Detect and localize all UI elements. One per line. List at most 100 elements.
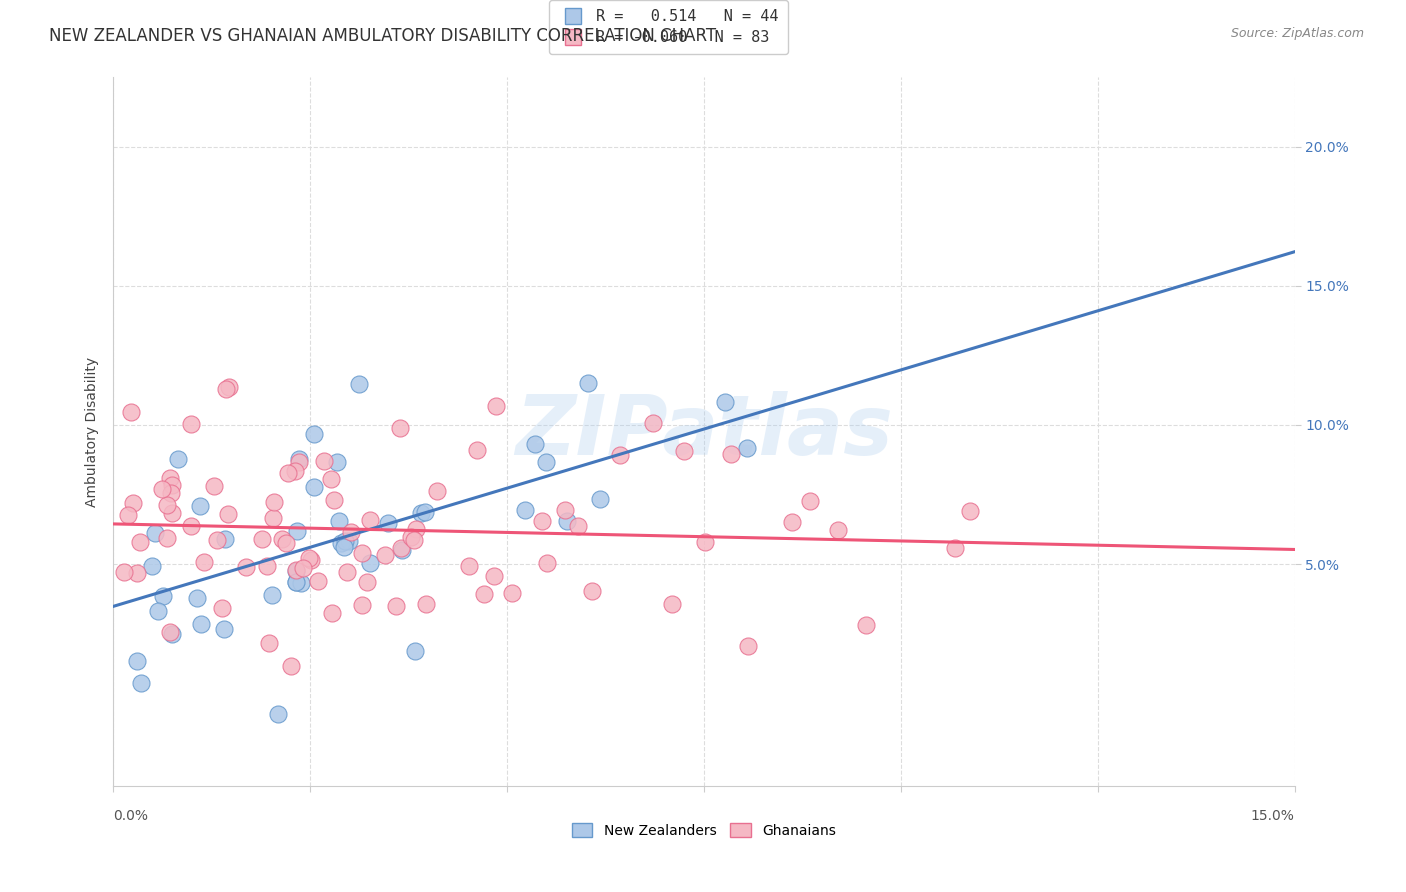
Point <box>374 549 396 563</box>
Point <box>465 443 488 458</box>
Point <box>959 503 981 517</box>
Point <box>263 495 285 509</box>
Point <box>426 484 449 499</box>
Point <box>298 551 321 566</box>
Point <box>524 436 547 450</box>
Point <box>180 417 202 432</box>
Point <box>186 591 208 605</box>
Point <box>117 508 139 522</box>
Point <box>415 597 437 611</box>
Point <box>284 564 307 578</box>
Point <box>333 541 356 555</box>
Point <box>143 526 166 541</box>
Point <box>285 574 308 589</box>
Point <box>162 506 184 520</box>
Point <box>290 576 312 591</box>
Text: 15.0%: 15.0% <box>1251 809 1295 822</box>
Point <box>388 421 411 435</box>
Point <box>321 472 343 486</box>
Point <box>214 532 236 546</box>
Point <box>122 495 145 509</box>
Point <box>943 541 966 555</box>
Point <box>485 399 508 413</box>
Point <box>205 533 228 547</box>
Point <box>218 380 240 394</box>
Point <box>150 482 173 496</box>
Point <box>152 589 174 603</box>
Point <box>314 453 336 467</box>
Point <box>359 556 381 570</box>
Point <box>156 532 179 546</box>
Point <box>166 451 188 466</box>
Text: NEW ZEALANDER VS GHANAIAN AMBULATORY DISABILITY CORRELATION CHART: NEW ZEALANDER VS GHANAIAN AMBULATORY DIS… <box>49 27 716 45</box>
Point <box>256 559 278 574</box>
Point <box>129 534 152 549</box>
Point <box>285 575 308 590</box>
Point <box>276 536 298 550</box>
Point <box>180 519 202 533</box>
Point <box>328 514 350 528</box>
Point <box>271 532 294 546</box>
Point <box>330 535 353 549</box>
Point <box>323 493 346 508</box>
Point <box>215 382 238 396</box>
Point <box>160 627 183 641</box>
Point <box>204 479 226 493</box>
Point <box>307 574 329 588</box>
Text: ZIPatlas: ZIPatlas <box>515 392 893 473</box>
Point <box>405 523 427 537</box>
Point <box>352 546 374 560</box>
Point <box>302 480 325 494</box>
Text: 0.0%: 0.0% <box>114 809 148 822</box>
Point <box>531 514 554 528</box>
Point <box>146 604 169 618</box>
Point <box>536 556 558 570</box>
Point <box>589 492 612 507</box>
Point <box>609 448 631 462</box>
Point <box>193 556 215 570</box>
Point <box>190 617 212 632</box>
Legend: New Zealanders, Ghanaians: New Zealanders, Ghanaians <box>567 817 842 843</box>
Point <box>482 569 505 583</box>
Point <box>125 566 148 581</box>
Point <box>515 503 537 517</box>
Point <box>325 454 347 468</box>
Y-axis label: Ambulatory Disability: Ambulatory Disability <box>86 357 100 507</box>
Point <box>160 486 183 500</box>
Point <box>339 525 361 540</box>
Point <box>641 417 664 431</box>
Point <box>472 587 495 601</box>
Point <box>129 675 152 690</box>
Point <box>156 499 179 513</box>
Point <box>413 505 436 519</box>
Point <box>855 618 877 632</box>
Point <box>399 530 422 544</box>
Point <box>799 493 821 508</box>
Point <box>336 565 359 579</box>
Point <box>112 565 135 579</box>
Point <box>720 447 742 461</box>
Point <box>827 523 849 537</box>
Point <box>287 452 309 467</box>
Point <box>267 707 290 722</box>
Point <box>534 455 557 469</box>
Point <box>292 561 315 575</box>
Point <box>356 574 378 589</box>
Text: Source: ZipAtlas.com: Source: ZipAtlas.com <box>1230 27 1364 40</box>
Point <box>235 559 257 574</box>
Point <box>262 510 284 524</box>
Point <box>211 600 233 615</box>
Point <box>554 502 576 516</box>
Point <box>284 563 307 577</box>
Point <box>458 558 481 573</box>
Point <box>389 541 412 555</box>
Point <box>159 624 181 639</box>
Point <box>125 654 148 668</box>
Point <box>693 535 716 549</box>
Point <box>260 588 283 602</box>
Point <box>661 597 683 611</box>
Point <box>162 478 184 492</box>
Point <box>347 376 370 391</box>
Point <box>302 427 325 442</box>
Point <box>555 514 578 528</box>
